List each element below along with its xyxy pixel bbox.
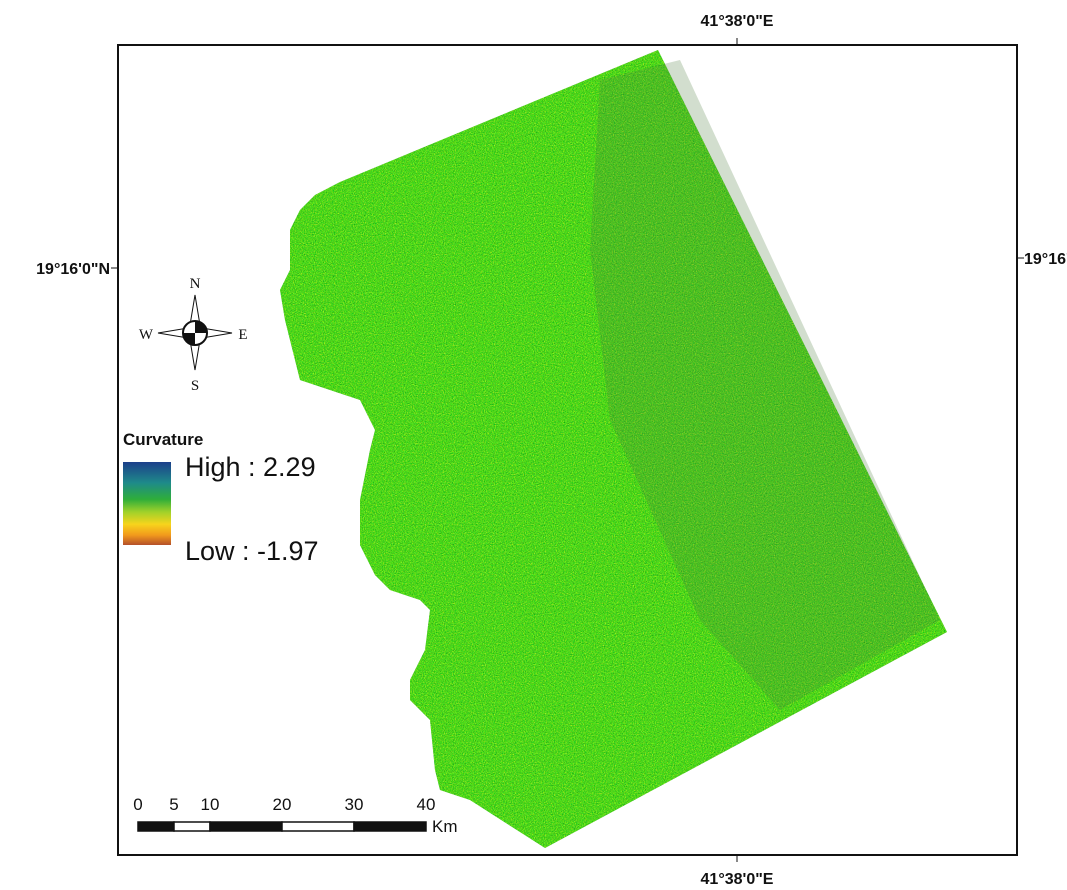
scale-segment xyxy=(354,822,426,831)
map: 41°38'0"E 41°38'0"E 19°16'0"N 19°16'0"N … xyxy=(0,0,1067,890)
coord-label: 19°16'0"N xyxy=(36,261,110,278)
scale-segment xyxy=(282,822,354,831)
scale-segment xyxy=(138,822,174,831)
compass-s: S xyxy=(191,378,199,394)
scale-segment xyxy=(174,822,210,831)
scale-tick-label: 40 xyxy=(417,795,436,814)
scale-segment xyxy=(210,822,282,831)
scale-tick-label: 5 xyxy=(169,795,178,814)
legend-title: Curvature xyxy=(123,430,203,449)
scale-tick-label: 20 xyxy=(273,795,292,814)
scale-tick-label: 0 xyxy=(133,795,142,814)
compass-w: W xyxy=(139,327,154,343)
scale-unit: Km xyxy=(432,817,458,836)
coord-label: 41°38'0"E xyxy=(701,13,774,30)
compass-n: N xyxy=(190,276,201,292)
coord-label: 19°16'0"N xyxy=(1024,251,1067,268)
legend-high: High : 2.29 xyxy=(185,452,316,482)
legend-ramp xyxy=(123,462,171,545)
coord-label: 41°38'0"E xyxy=(701,871,774,888)
compass-e: E xyxy=(238,327,247,343)
scale-tick-label: 10 xyxy=(201,795,220,814)
legend-low: Low : -1.97 xyxy=(185,536,319,566)
scale-tick-label: 30 xyxy=(345,795,364,814)
